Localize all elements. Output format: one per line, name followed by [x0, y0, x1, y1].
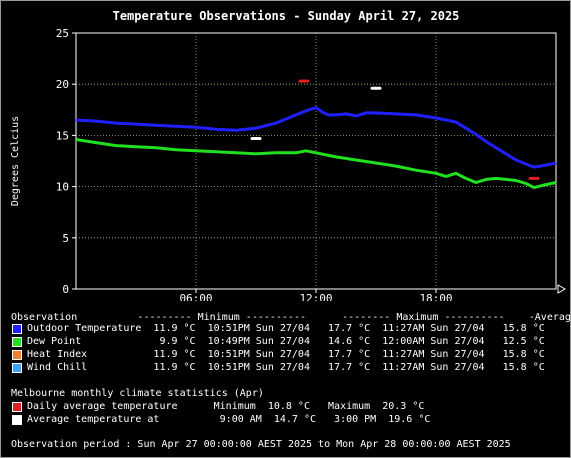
y-tick-label-25: 25: [56, 27, 69, 40]
x-axis-arrow: [557, 284, 567, 294]
y-tick-label-20: 20: [56, 78, 69, 91]
legend-swatch-daily-average: [12, 402, 22, 412]
temperature-chart: Temperature Observations - Sunday April …: [10, 9, 567, 301]
y-tick-label-15: 15: [56, 129, 69, 142]
legend-swatch-windchill: [12, 363, 22, 373]
legend-swatch-average-at: [12, 415, 22, 425]
series-line-outdoor-temperature: [75, 106, 557, 169]
x-tick-label-06:00: 06:00: [179, 292, 212, 301]
climate-row-average-at: Average temperature at 9:00 AM 14.7 °C 3…: [27, 414, 431, 425]
x-tick-label-12:00: 12:00: [299, 292, 332, 301]
legend-swatch-dewpoint: [12, 337, 22, 347]
y-tick-label-5: 5: [62, 232, 69, 245]
x-tick-label-18:00: 18:00: [419, 292, 452, 301]
chart-title: Temperature Observations - Sunday April …: [113, 9, 460, 23]
climate-row-daily-average: Daily average temperature Minimum 10.8 °…: [27, 401, 425, 412]
observation-period: Observation period : Sun Apr 27 00:00:00…: [11, 439, 511, 450]
stats-row-outdoor: Outdoor Temperature 11.9 °C 10:51PM Sun …: [27, 323, 545, 334]
y-tick-label-10: 10: [56, 181, 69, 194]
legend-swatch-outdoor: [12, 324, 22, 334]
climate-header: Melbourne monthly climate statistics (Ap…: [11, 388, 264, 399]
stats-row-windchill: Wind Chill 11.9 °C 10:51PM Sun 27/04 17.…: [27, 362, 545, 373]
stats-row-heatindex: Heat Index 11.9 °C 10:51PM Sun 27/04 17.…: [27, 349, 545, 360]
y-tick-label-0: 0: [62, 283, 69, 296]
series-line-dew-point: [75, 138, 557, 190]
y-axis-label: Degrees Celcius: [10, 116, 21, 206]
stats-header: Observation --------- Minimum ----------…: [11, 312, 571, 323]
plot-area: [75, 32, 557, 290]
stats-row-dewpoint: Dew Point 9.9 °C 10:49PM Sun 27/04 14.6 …: [27, 336, 545, 347]
legend-swatch-heatindex: [12, 350, 22, 360]
